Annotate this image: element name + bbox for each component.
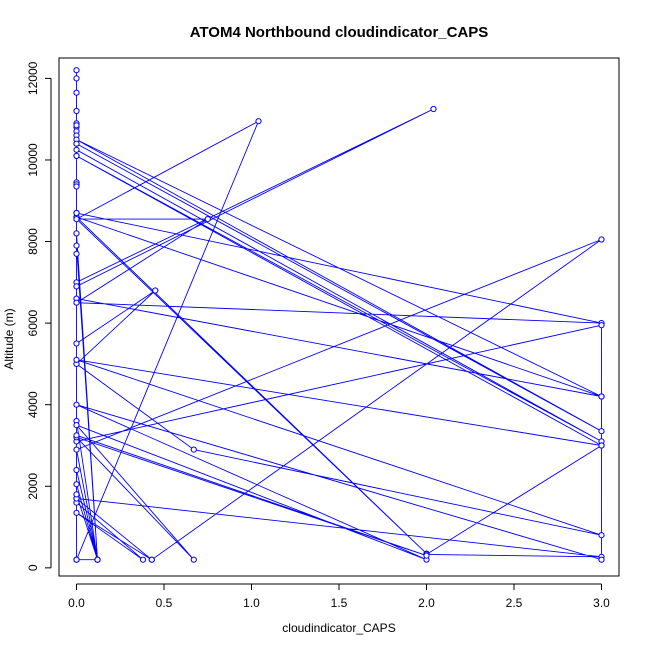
- data-point: [73, 509, 80, 516]
- data-point: [73, 401, 80, 408]
- data-point: [598, 236, 605, 243]
- data-point: [73, 67, 80, 74]
- x-tick-label: 1.0: [243, 596, 260, 610]
- series-layer: [73, 67, 605, 563]
- data-point: [73, 152, 80, 159]
- data-point: [190, 446, 197, 453]
- data-point: [598, 556, 605, 563]
- data-point: [73, 75, 80, 82]
- chart-title: ATOM4 Northbound cloudindicator_CAPS: [190, 24, 489, 41]
- x-tick-label: 0.0: [68, 596, 85, 610]
- data-point: [430, 105, 437, 113]
- y-tick-label: 0: [26, 564, 40, 571]
- data-point: [73, 340, 80, 347]
- plot-frame: [58, 57, 620, 577]
- data-point: [73, 183, 80, 190]
- y-tick-label: 8000: [26, 228, 40, 255]
- data-point: [73, 230, 80, 237]
- data-point: [73, 481, 80, 488]
- y-tick-label: 12000: [26, 61, 40, 95]
- data-point: [423, 552, 430, 559]
- data-point: [94, 556, 101, 563]
- data-point: [73, 491, 80, 498]
- data-point: [148, 556, 155, 563]
- data-point: [73, 216, 80, 223]
- x-tick-label: 2.5: [506, 596, 523, 610]
- data-point: [598, 532, 605, 539]
- y-tick-label: 2000: [26, 473, 40, 500]
- x-axis: 0.0 0.5 1.0 1.5 2.0 2.5 3.0: [68, 583, 610, 610]
- y-axis: 0 2000 4000 6000 8000 10000 12000: [26, 61, 52, 571]
- data-point: [73, 107, 80, 115]
- data-point: [598, 442, 605, 449]
- y-tick-label: 4000: [26, 391, 40, 418]
- data-point: [598, 322, 605, 329]
- data-point: [190, 556, 197, 563]
- data-point: [73, 140, 80, 147]
- data-point: [204, 216, 211, 223]
- data-point: [73, 299, 80, 306]
- data-point: [255, 118, 262, 125]
- data-point: [73, 89, 80, 96]
- data-point: [73, 250, 80, 257]
- y-tick-label: 10000: [26, 143, 40, 177]
- y-tick-label: 6000: [26, 309, 40, 336]
- data-point: [73, 356, 80, 363]
- x-tick-label: 0.5: [156, 596, 173, 610]
- data-point: [73, 422, 80, 429]
- data-point: [139, 556, 147, 563]
- y-axis-label: Altitude (m): [2, 308, 16, 369]
- data-point: [73, 209, 80, 217]
- data-point: [73, 122, 80, 129]
- data-point: [598, 428, 605, 435]
- data-point: [73, 146, 80, 153]
- data-point: [73, 283, 80, 290]
- data-point: [152, 287, 159, 294]
- data-point: [73, 446, 80, 453]
- data-point: [598, 393, 605, 400]
- x-tick-label: 3.0: [593, 596, 610, 610]
- x-tick-label: 2.0: [418, 596, 435, 610]
- x-axis-label: cloudindicator_CAPS: [282, 621, 395, 635]
- data-point: [73, 466, 80, 474]
- x-tick-label: 1.5: [331, 596, 348, 610]
- data-point: [73, 556, 80, 563]
- data-point: [73, 242, 80, 249]
- data-point: [73, 432, 80, 439]
